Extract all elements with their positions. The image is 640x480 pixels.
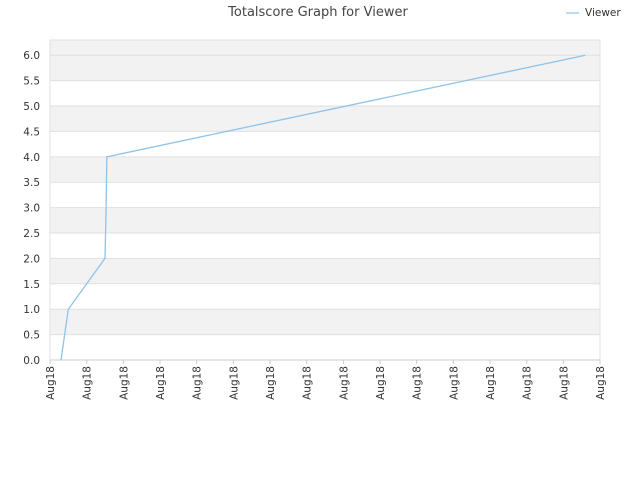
x-tick-label: Aug18 <box>375 366 387 400</box>
x-tick-label: Aug18 <box>595 366 607 400</box>
plot-band <box>50 156 600 183</box>
y-tick-label: 3.0 <box>23 203 40 215</box>
plot-band <box>50 309 600 335</box>
y-tick-label: 5.0 <box>23 101 40 113</box>
y-tick-label: 0.5 <box>23 330 40 342</box>
y-tick-label: 4.5 <box>23 126 40 138</box>
x-tick-label: Aug18 <box>302 366 314 400</box>
y-tick-label: 3.5 <box>23 177 40 189</box>
plot-band <box>50 40 600 56</box>
x-tick-label: Aug18 <box>412 366 424 400</box>
legend: Viewer <box>566 7 621 19</box>
y-tick-labels: 0.0 0.5 1.0 1.5 2.0 2.5 3.0 3.5 4.0 4.5 5.0 5.5 6.0 <box>23 50 40 367</box>
x-tick-label: Aug18 <box>45 366 57 400</box>
x-tick-label: Aug18 <box>118 366 130 400</box>
y-tick-label: 6.0 <box>23 50 40 62</box>
y-tick-label: 2.0 <box>23 253 40 265</box>
plot-band <box>50 55 600 81</box>
x-tick-label: Aug18 <box>485 366 497 400</box>
y-tick-label: 0.0 <box>23 355 40 367</box>
y-tick-label: 2.5 <box>23 228 40 240</box>
gridlines <box>50 54 600 361</box>
y-tick-label: 1.0 <box>23 304 40 316</box>
x-tick-label: Aug18 <box>265 366 277 400</box>
series-lines <box>60 54 586 361</box>
plot-bands <box>50 40 600 335</box>
plot-band <box>50 106 600 132</box>
x-tick-labels: Aug18 Aug18 Aug18 Aug18 Aug18 Aug18 Aug18 Aug18… <box>45 366 607 400</box>
x-tick-label: Aug18 <box>448 366 460 400</box>
x-tick-label: Aug18 <box>228 366 240 400</box>
x-tick-label: Aug18 <box>522 366 534 400</box>
y-tick-label: 5.5 <box>23 76 40 88</box>
y-tick-label: 1.5 <box>23 279 40 291</box>
axes <box>49 39 601 364</box>
x-tick-label: Aug18 <box>558 366 570 400</box>
x-tick-label: Aug18 <box>338 366 350 400</box>
chart-title: Totalscore Graph for Viewer <box>227 5 408 20</box>
legend-label-viewer: Viewer <box>585 7 621 19</box>
plot-band <box>50 258 600 284</box>
x-tick-label: Aug18 <box>192 366 204 400</box>
x-tick-label: Aug18 <box>82 366 94 400</box>
series-line-viewer <box>60 54 586 361</box>
plot-band <box>50 207 600 234</box>
x-tick-label: Aug18 <box>155 366 167 400</box>
y-tick-label: 4.0 <box>23 152 40 164</box>
